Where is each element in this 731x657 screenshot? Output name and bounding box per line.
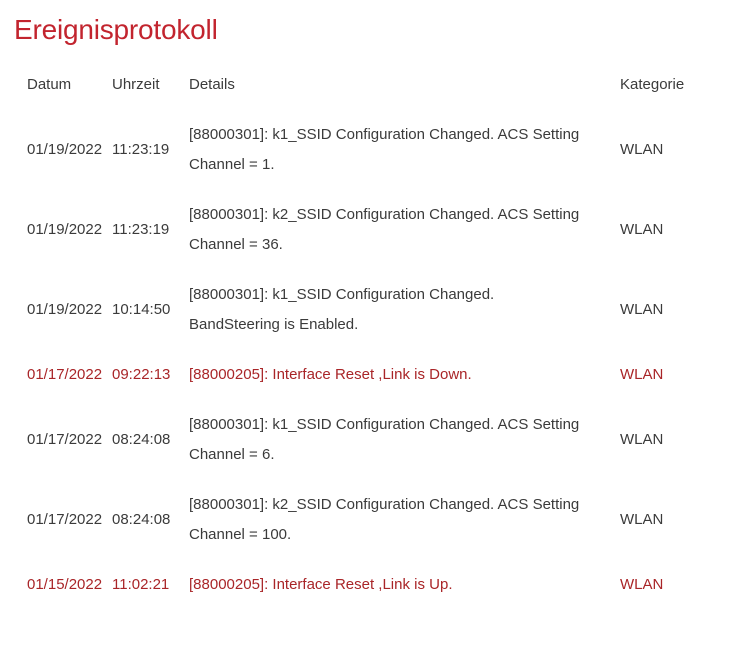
event-time: 10:14:50 <box>112 301 171 318</box>
table-row: 01/17/2022 08:24:08 [88000301]: k2_SSID … <box>27 490 717 550</box>
table-body: 01/19/2022 11:23:19 [88000301]: k1_SSID … <box>27 120 717 600</box>
event-details-line: [88000301]: k2_SSID Configuration Change… <box>189 206 580 223</box>
event-details-line: Channel = 6. <box>189 446 275 463</box>
event-log-table: Datum Uhrzeit Details Kategorie 01/19/20… <box>27 70 717 600</box>
event-category: WLAN <box>620 431 664 448</box>
event-category: WLAN <box>620 366 664 383</box>
table-row: 01/19/2022 10:14:50 [88000301]: k1_SSID … <box>27 280 717 340</box>
event-category: WLAN <box>620 511 664 528</box>
event-date: 01/19/2022 <box>27 141 103 158</box>
table-header-row: Datum Uhrzeit Details Kategorie <box>27 70 717 100</box>
column-header-details: Details <box>189 76 235 93</box>
table-row: 01/19/2022 11:23:19 [88000301]: k1_SSID … <box>27 120 717 180</box>
event-date: 01/19/2022 <box>27 301 103 318</box>
event-time: 11:23:19 <box>112 141 170 158</box>
event-details-line: [88000301]: k2_SSID Configuration Change… <box>189 496 580 513</box>
event-details-line: [88000301]: k1_SSID Configuration Change… <box>189 126 580 143</box>
event-details-line: [88000301]: k1_SSID Configuration Change… <box>189 416 580 433</box>
event-details: [88000301]: k1_SSID Configuration Change… <box>189 120 620 180</box>
event-details-line: [88000205]: Interface Reset ,Link is Dow… <box>189 366 472 383</box>
event-details-line: Channel = 100. <box>189 526 292 543</box>
event-date: 01/17/2022 <box>27 366 103 383</box>
event-time: 08:24:08 <box>112 431 171 448</box>
event-time: 11:02:21 <box>112 576 170 593</box>
event-category: WLAN <box>620 221 664 238</box>
table-row: 01/19/2022 11:23:19 [88000301]: k2_SSID … <box>27 200 717 260</box>
event-details-line: Channel = 1. <box>189 156 275 173</box>
table-row: 01/15/2022 11:02:21 [88000205]: Interfac… <box>27 570 717 600</box>
event-details: [88000301]: k1_SSID Configuration Change… <box>189 280 620 340</box>
event-time: 08:24:08 <box>112 511 171 528</box>
event-details: [88000205]: Interface Reset ,Link is Up. <box>189 570 620 600</box>
event-details: [88000301]: k2_SSID Configuration Change… <box>189 490 620 550</box>
column-header-time: Uhrzeit <box>112 76 160 93</box>
event-date: 01/15/2022 <box>27 576 103 593</box>
event-date: 01/17/2022 <box>27 431 103 448</box>
event-details-line: BandSteering is Enabled. <box>189 316 359 333</box>
column-header-category: Kategorie <box>620 76 685 93</box>
event-date: 01/17/2022 <box>27 511 103 528</box>
event-time: 11:23:19 <box>112 221 170 238</box>
event-details: [88000301]: k1_SSID Configuration Change… <box>189 410 620 470</box>
page-title: Ereignisprotokoll <box>14 14 218 45</box>
event-details-line: Channel = 36. <box>189 236 283 253</box>
event-category: WLAN <box>620 301 664 318</box>
event-category: WLAN <box>620 576 664 593</box>
table-row: 01/17/2022 09:22:13 [88000205]: Interfac… <box>27 360 717 390</box>
event-date: 01/19/2022 <box>27 221 103 238</box>
event-details-line: [88000205]: Interface Reset ,Link is Up. <box>189 576 453 593</box>
column-header-date: Datum <box>27 76 72 93</box>
event-details: [88000205]: Interface Reset ,Link is Dow… <box>189 360 620 390</box>
event-category: WLAN <box>620 141 664 158</box>
event-time: 09:22:13 <box>112 366 171 383</box>
event-details-line: [88000301]: k1_SSID Configuration Change… <box>189 286 495 303</box>
table-row: 01/17/2022 08:24:08 [88000301]: k1_SSID … <box>27 410 717 470</box>
event-details: [88000301]: k2_SSID Configuration Change… <box>189 200 620 260</box>
